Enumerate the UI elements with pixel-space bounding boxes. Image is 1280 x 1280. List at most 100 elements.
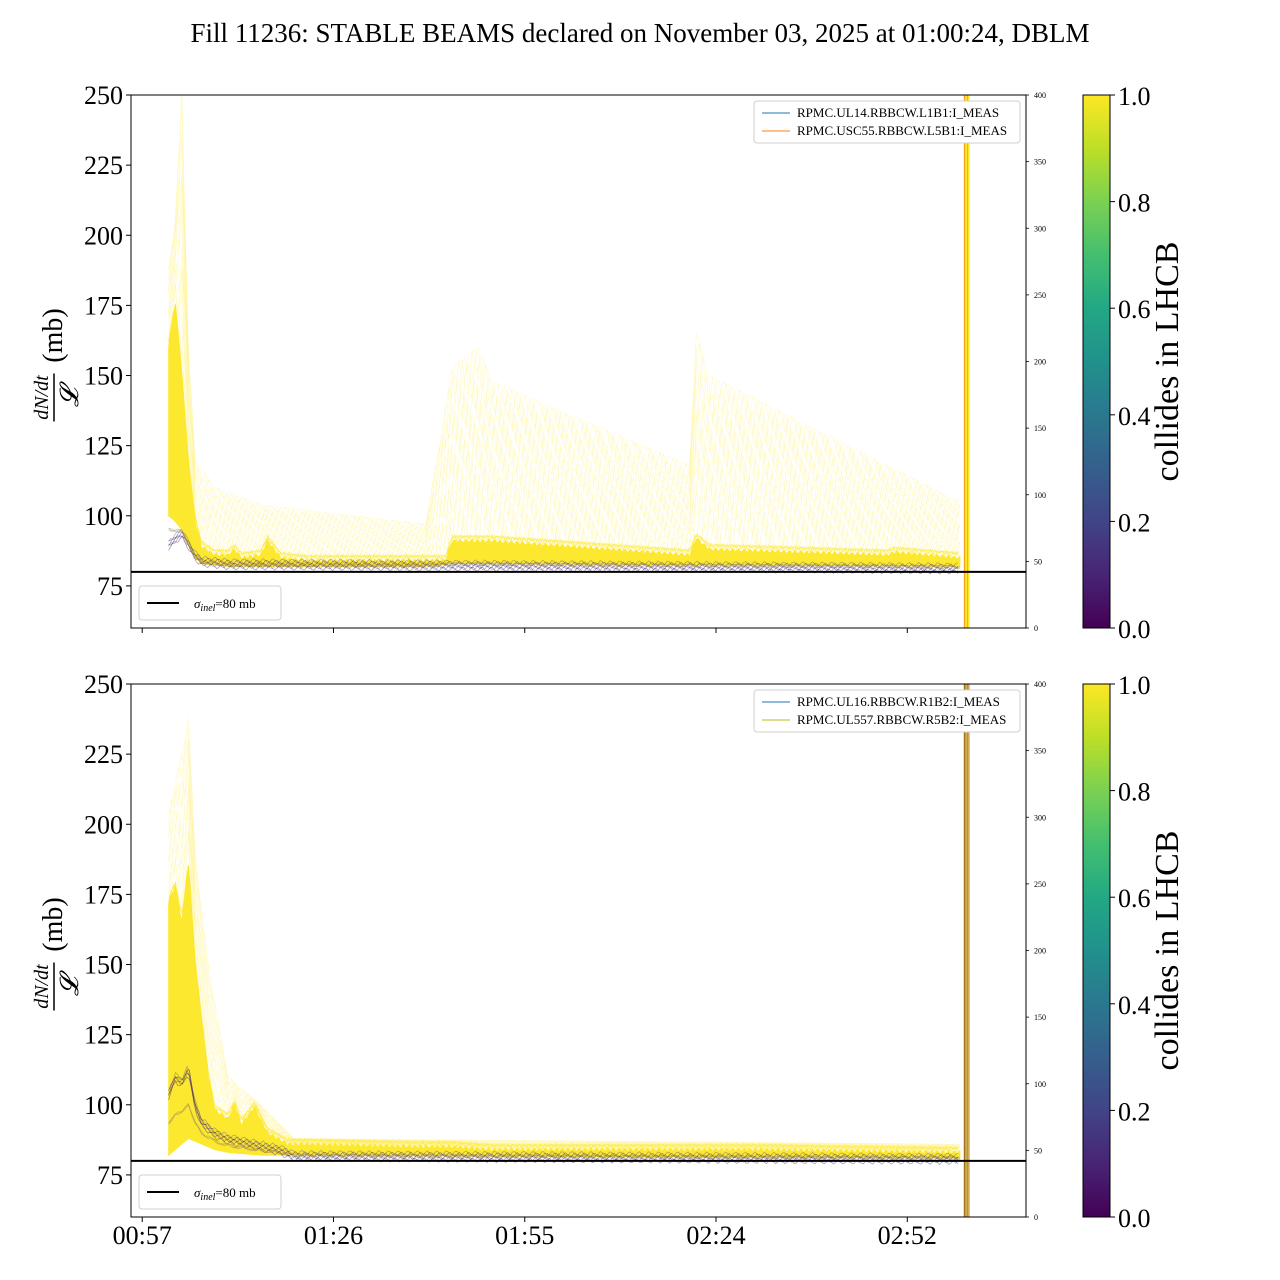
legend-entry: RPMC.USC55.RBBCW.L5B1:I_MEAS: [797, 123, 1007, 138]
faint-trace: [168, 273, 961, 558]
y-label-denominator: 𝓛: [55, 381, 84, 407]
faint-trace: [168, 727, 961, 1148]
colorbar-tick-label: 0.0: [1118, 615, 1151, 644]
faint-trace: [168, 792, 961, 1152]
y2-tick-label: 0: [1034, 624, 1038, 633]
faint-trace: [168, 833, 961, 1153]
y-axis-label: dN/dt 𝓛 (mb): [31, 897, 84, 1011]
faint-trace: [168, 717, 961, 1146]
colorbar-top: 0.0 0.2 0.4 0.6 0.8 1.0 collides in LHCB: [1082, 82, 1186, 644]
y2-tick-label: 250: [1034, 880, 1046, 889]
figure-title: Fill 11236: STABLE BEAMS declared on Nov…: [190, 18, 1090, 48]
faint-trace: [168, 95, 961, 533]
faint-trace: [168, 866, 961, 1153]
y2-tick-label: 150: [1034, 424, 1046, 433]
x-tick-label: 02:52: [878, 1221, 937, 1250]
faint-trace: [168, 799, 961, 1151]
plot-area: [131, 95, 1026, 628]
faint-trace: [168, 843, 961, 1152]
colorbar-tick-label: 0.8: [1118, 189, 1151, 218]
faint-trace: [168, 769, 961, 1149]
signal-spike: [963, 95, 970, 628]
faint-trace: [168, 739, 961, 1147]
y2-tick-label: 350: [1034, 747, 1046, 756]
y-tick-label: 150: [84, 951, 123, 980]
band-noise-trace: [168, 303, 959, 562]
y-tick-label: 200: [84, 221, 123, 250]
faint-trace: [168, 283, 961, 561]
faint-trace: [168, 832, 961, 1152]
y2-tick-label: 300: [1034, 813, 1046, 822]
y-label-denominator: 𝓛: [55, 970, 84, 996]
faint-trace: [168, 740, 961, 1148]
threshold-legend-label: σinel=80 mb: [194, 1185, 256, 1203]
y-tick-label: 125: [84, 1021, 123, 1050]
colorbar-bottom: 0.0 0.2 0.4 0.6 0.8 1.0 collides in LHCB: [1082, 671, 1186, 1233]
y-tick-label: 175: [84, 291, 123, 320]
y-tick-label: 75: [97, 572, 123, 601]
faint-trace: [168, 174, 961, 535]
non-colliding-trace: [168, 531, 959, 568]
band-noise-trace: [168, 306, 959, 562]
colorbar-tick-label: 0.4: [1118, 402, 1151, 431]
x-tick-label: 00:57: [113, 1221, 172, 1250]
y-tick-label: 175: [84, 880, 123, 909]
y2-tick-label: 50: [1034, 557, 1042, 566]
y2-tick-label: 400: [1034, 680, 1046, 689]
legend-box: [753, 100, 1021, 144]
faint-trace: [168, 785, 961, 1150]
y-tick-label: 125: [84, 432, 123, 461]
band-noise-trace: [168, 871, 959, 1153]
y-tick-label: 200: [84, 810, 123, 839]
y2-tick-label: 50: [1034, 1146, 1042, 1155]
faint-trace: [168, 133, 961, 530]
y-tick-label: 225: [84, 151, 123, 180]
legend-box: [753, 689, 1021, 733]
legend-entry: RPMC.UL14.RBBCW.L1B1:I_MEAS: [797, 105, 999, 120]
colorbar-label: collides in LHCB: [1149, 242, 1186, 482]
signal-spike: [963, 684, 970, 1217]
legend-entry: RPMC.UL557.RBBCW.R5B2:I_MEAS: [797, 712, 1006, 727]
series-legend: RPMC.UL16.RBBCW.R1B2:I_MEAS RPMC.UL557.RB…: [753, 689, 1021, 733]
y2-tick-label: 200: [1034, 947, 1046, 956]
non-colliding-trace: [168, 534, 959, 574]
colorbar-tick-label: 0.6: [1118, 884, 1151, 913]
band-noise-trace: [168, 871, 959, 1153]
legend-entry: RPMC.UL16.RBBCW.R1B2:I_MEAS: [797, 694, 1000, 709]
y2-tick-label: 100: [1034, 491, 1046, 500]
x-tick-label: 02:24: [686, 1221, 745, 1250]
faint-trace: [168, 817, 961, 1151]
faint-trace: [168, 177, 961, 538]
faint-trace: [168, 140, 961, 540]
y-label-numerator: dN/dt: [31, 964, 53, 1009]
faint-trace: [168, 178, 961, 543]
y-tick-label: 100: [84, 1091, 123, 1120]
faint-trace: [168, 825, 961, 1153]
y2-tick-label: 250: [1034, 291, 1046, 300]
colorbar-tick-label: 0.6: [1118, 295, 1151, 324]
colorbar-tick-label: 0.8: [1118, 778, 1151, 807]
colorbar-gradient: [1082, 683, 1111, 1218]
y2-tick-label: 400: [1034, 91, 1046, 100]
x-tick-label: 01:26: [304, 1221, 363, 1250]
y-tick-label: 150: [84, 362, 123, 391]
faint-trace: [168, 201, 961, 550]
faint-trace: [168, 95, 961, 533]
faint-trace: [168, 216, 961, 548]
faint-trace: [168, 262, 961, 554]
non-colliding-trace: [168, 531, 959, 571]
colorbar-label: collides in LHCB: [1149, 831, 1186, 1071]
colorbar-tick-label: 0.2: [1118, 1097, 1151, 1126]
y-tick-label: 250: [84, 670, 123, 699]
y-tick-label: 100: [84, 502, 123, 531]
colorbar-tick-label: 0.4: [1118, 991, 1151, 1020]
x-tick-label: 01:55: [495, 1221, 554, 1250]
y2-tick-label: 100: [1034, 1080, 1046, 1089]
legend-box: [138, 1174, 282, 1210]
threshold-legend: σinel=80 mb: [138, 1174, 282, 1210]
faint-trace: [168, 266, 961, 552]
y2-tick-label: 300: [1034, 224, 1046, 233]
colorbar-tick-label: 0.0: [1118, 1204, 1151, 1233]
threshold-legend-label: σinel=80 mb: [194, 596, 256, 614]
y2-tick-label: 350: [1034, 158, 1046, 167]
